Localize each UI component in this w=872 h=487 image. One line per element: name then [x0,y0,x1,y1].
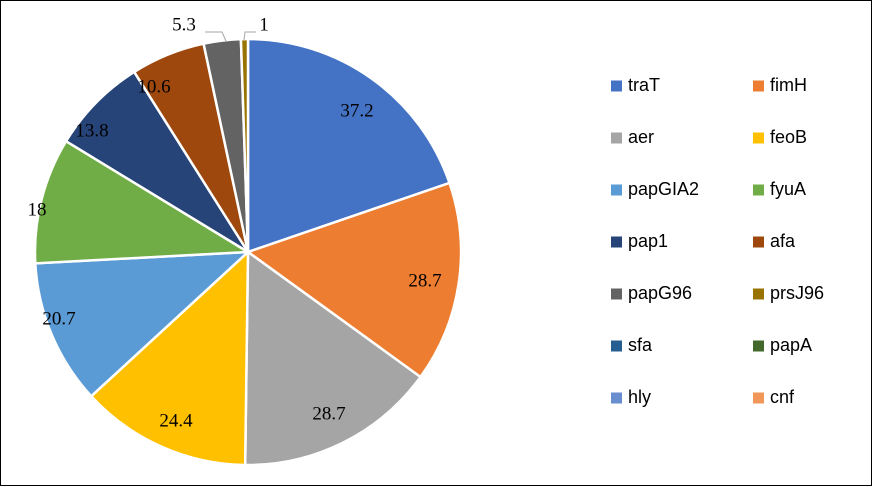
data-label-fyua: 18 [28,199,47,220]
legend-label-cnf: cnf [770,387,795,407]
legend-swatch-hly [611,392,622,404]
legend-swatch-pap1 [611,236,622,248]
legend-swatch-fimh [753,80,764,92]
legend-label-pap1: pap1 [628,231,668,251]
legend-label-hly: hly [628,387,651,407]
data-label-feob: 24.4 [159,410,193,431]
legend-swatch-papa [753,340,764,352]
legend-label-feob: feoB [770,127,807,147]
data-label-papg96: 5.3 [172,14,196,35]
data-label-prsj96: 1 [259,14,269,35]
data-label-afa: 10.6 [137,76,170,97]
legend-swatch-aer [611,132,622,144]
legend-swatch-feob [753,132,764,144]
legend-label-papgia2: papGIA2 [628,179,699,199]
legend-label-prsj96: prsJ96 [770,283,824,303]
legend-item-trat: traT [611,75,660,95]
legend-swatch-fyua [753,184,764,196]
legend-label-fimh: fimH [770,75,807,95]
legend-label-sfa: sfa [628,335,653,355]
legend-item-afa: afa [753,231,796,251]
legend-swatch-sfa [611,340,622,352]
legend-item-feob: feoB [753,127,807,147]
data-label-pap1: 13.8 [75,120,108,141]
legend-item-prsj96: prsJ96 [753,283,824,303]
legend-item-papgia2: papGIA2 [611,179,699,199]
slice-fimh [245,181,463,379]
legend-item-hly: hly [611,387,651,407]
slice-feob [89,249,250,467]
leader-line-papg96 [205,31,227,42]
legend-item-papg96: papG96 [611,283,692,303]
legend-item-fyua: fyuA [753,179,806,199]
legend-label-trat: traT [628,75,660,95]
legend-item-fimh: fimH [753,75,807,95]
legend-item-papa: papA [753,335,812,355]
pie-slices [33,37,463,467]
leader-lines [205,31,256,42]
legend-item-cnf: cnf [753,387,795,407]
legend-item-sfa: sfa [611,335,653,355]
legend-label-papa: papA [770,335,812,355]
data-label-aer: 28.7 [312,403,345,424]
slice-trat [246,37,452,254]
legend-swatch-papgia2 [611,184,622,196]
legend-item-pap1: pap1 [611,231,668,251]
data-label-trat: 37.2 [340,100,373,121]
data-labels: 37.2 28.7 28.7 24.4 20.7 18 13.8 10.6 5.3 1 [28,14,442,431]
legend-swatch-prsj96 [753,288,764,300]
legend-label-aer: aer [628,127,654,147]
legend-swatch-papg96 [611,288,622,300]
legend-label-fyua: fyuA [770,179,806,199]
slice-papgia2 [33,250,252,398]
legend: traT fimH aer feoB papGIA2 fyuA pap1 afa papG96 p… [611,75,824,407]
legend-item-aer: aer [611,127,654,147]
legend-swatch-cnf [753,392,764,404]
slice-fyua [33,139,253,265]
data-label-fimh: 28.7 [408,270,441,291]
legend-label-papg96: papG96 [628,283,692,303]
legend-label-afa: afa [770,231,796,251]
legend-swatch-trat [611,80,622,92]
legend-swatch-afa [753,236,764,248]
leader-line-prsj96 [243,31,256,41]
slice-aer [243,249,423,467]
slice-pap1 [64,70,250,254]
data-label-papgia2: 20.7 [42,308,75,329]
